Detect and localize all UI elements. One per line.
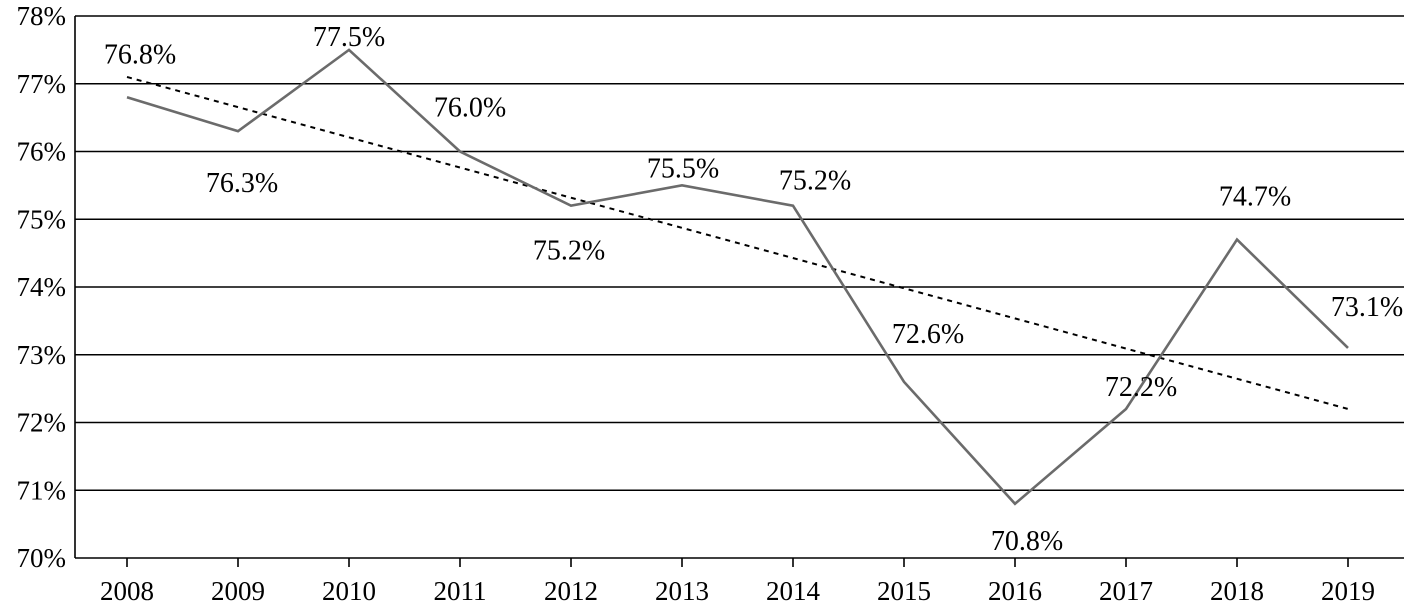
x-tick-label: 2015 [877,576,931,604]
gridlines [75,15,1404,559]
x-tick-label: 2009 [211,576,265,604]
data-label: 76.3% [206,168,278,199]
trendline [126,76,1349,410]
x-tick-label: 2013 [655,576,709,604]
data-label: 76.0% [434,93,506,124]
trendline-group [126,76,1349,410]
y-tick-label: 74% [17,272,67,302]
data-label: 72.2% [1105,372,1177,403]
series-group [126,48,1349,506]
x-tick-label: 2014 [766,576,821,604]
data-labels: 76.8% 76.3% 77.5% 76.0% 75.2% 75.5% 75.2% 72.6%… [104,22,1403,557]
data-label: 75.5% [647,153,719,184]
x-tick-label: 2017 [1099,576,1153,604]
data-label: 74.7% [1219,182,1291,213]
data-label: 70.8% [991,526,1063,557]
data-label: 75.2% [533,236,605,267]
y-tick-label: 78% [17,1,67,31]
data-label: 75.2% [779,166,851,197]
data-label: 76.8% [104,39,176,70]
y-tick-label: 71% [17,475,67,505]
x-tick-label: 2019 [1321,576,1375,604]
x-tick-label: 2011 [434,576,487,604]
x-tick-label: 2008 [100,576,154,604]
y-tick-label: 76% [17,137,67,167]
y-tick-label: 72% [17,408,67,438]
series-line [126,48,1349,506]
x-tick-label: 2012 [544,576,598,604]
y-tick-label: 70% [17,543,67,573]
y-tick-label: 75% [17,204,67,234]
x-tick-label: 2016 [988,576,1042,604]
data-label: 73.1% [1331,292,1403,323]
data-label: 72.6% [892,319,964,350]
x-tick-label: 2018 [1210,576,1264,604]
y-tick-label: 73% [17,340,67,370]
x-tick-label: 2010 [322,576,376,604]
x-axis: 2008 2009 2010 2011 2012 2013 2014 2015 2016 2017… [100,558,1375,604]
y-tick-label: 77% [17,69,67,99]
y-axis: 70% 71% 72% 73% 74% 75% 76% 77% 78% [17,1,76,573]
data-label: 77.5% [313,22,385,53]
